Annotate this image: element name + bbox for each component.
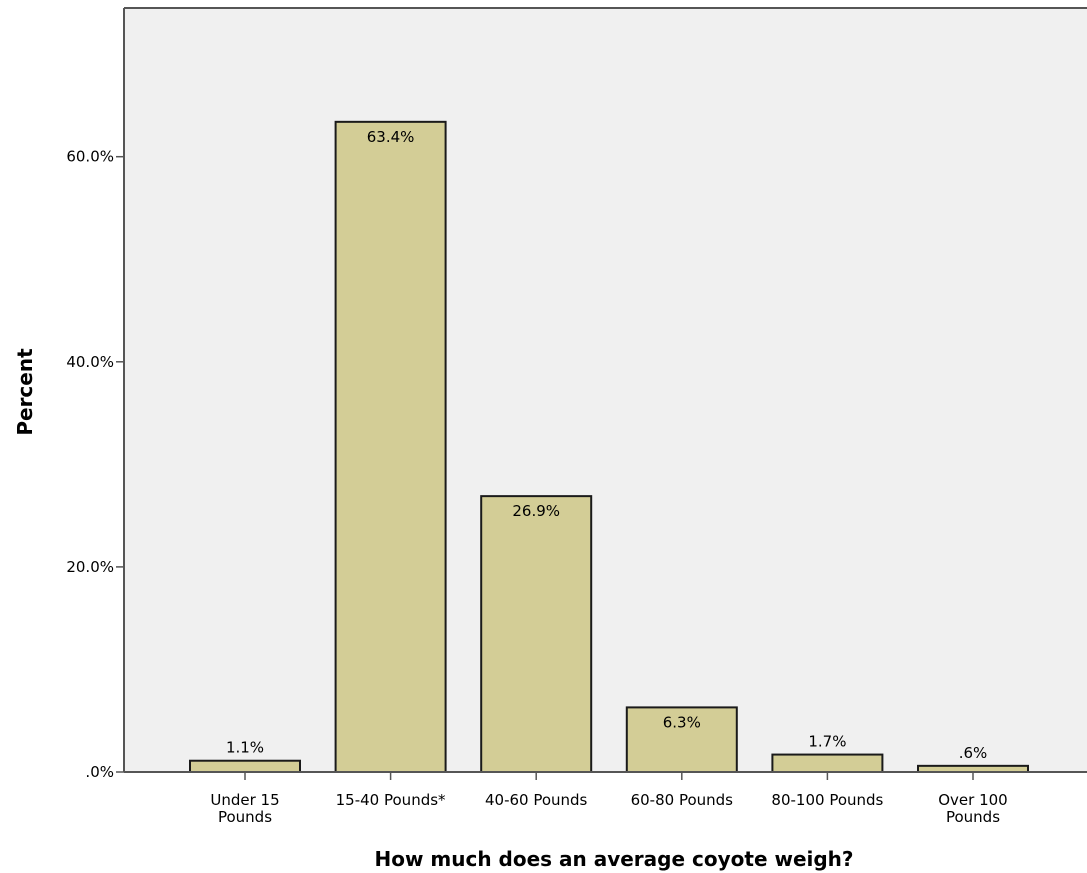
- y-tick-label: 60.0%: [66, 148, 114, 166]
- x-axis-categories: Under 15 Pounds 15-40 Pounds* 40-60 Pounds 6…: [210, 772, 1008, 826]
- bar: [334, 120, 447, 773]
- y-tick-label: .0%: [85, 763, 114, 781]
- bar-value-label: 26.9%: [512, 502, 560, 520]
- x-category-label: Under 15 Pounds: [210, 791, 279, 826]
- bars-group: 1.1% 63.4% 26.9% 6.3% 1.7% .6%: [189, 120, 1029, 774]
- x-category-label: 15-40 Pounds*: [336, 791, 446, 809]
- bar-value-label: 1.1%: [226, 739, 264, 757]
- y-tick-label: 40.0%: [66, 353, 114, 371]
- bar-value-label: 63.4%: [367, 128, 415, 146]
- y-axis-ticks: .0% 20.0% 40.0% 60.0%: [66, 148, 124, 781]
- bar: [480, 495, 593, 773]
- x-category-label: 60-80 Pounds: [631, 791, 734, 809]
- bar: [625, 706, 738, 774]
- bar-value-label: 6.3%: [663, 713, 701, 731]
- bar: [771, 753, 884, 774]
- plot-area: [124, 8, 1087, 772]
- x-axis-title: How much does an average coyote weigh?: [374, 847, 853, 871]
- bar-value-label: 1.7%: [808, 733, 846, 751]
- bar: [189, 759, 301, 774]
- bar-value-label: .6%: [959, 744, 988, 762]
- x-category-label: 40-60 Pounds: [485, 791, 588, 809]
- x-category-label: Over 100 Pounds: [938, 791, 1007, 826]
- x-category-label: 80-100 Pounds: [771, 791, 883, 809]
- y-axis-title: Percent: [13, 348, 37, 436]
- y-tick-label: 20.0%: [66, 558, 114, 576]
